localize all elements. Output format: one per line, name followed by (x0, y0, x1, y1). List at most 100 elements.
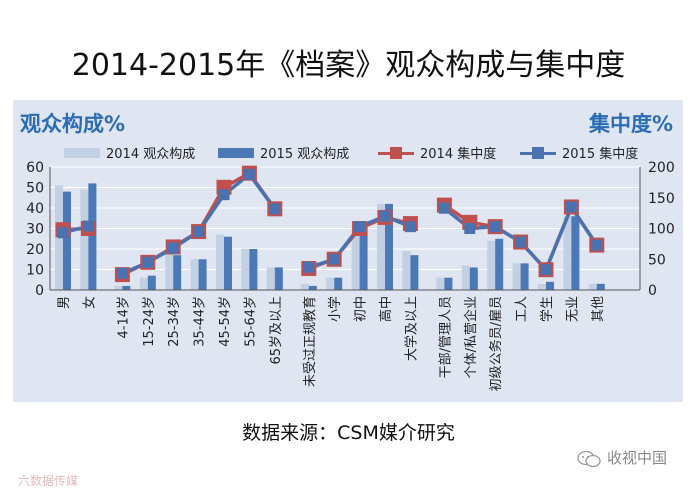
point-marker (328, 253, 340, 265)
y-right-tick-label: 100 (648, 222, 675, 238)
bar (377, 203, 385, 290)
bar (563, 216, 572, 290)
legend-label: 2015 观众构成 (260, 147, 350, 162)
y-left-tick-label: 50 (26, 181, 44, 197)
bar (588, 283, 597, 290)
left-axis-title: 观众构成% (20, 112, 126, 136)
legend-label: 2014 观众构成 (106, 147, 196, 162)
bar (224, 236, 232, 290)
y-left-tick-label: 60 (26, 160, 44, 176)
bar (538, 283, 546, 290)
source-note: 数据来源：CSM媒介研究 (242, 422, 455, 444)
bar (300, 283, 309, 290)
bar (266, 267, 275, 290)
x-tick-label: 女 (81, 296, 97, 309)
bar (436, 277, 445, 290)
point-marker (489, 221, 501, 233)
x-tick-label: 小学 (327, 296, 343, 322)
bar (546, 281, 554, 290)
bar (173, 255, 182, 290)
bar (402, 251, 411, 290)
bar (596, 283, 605, 290)
x-tick-label: 35-44岁 (193, 296, 208, 347)
point-marker (116, 267, 128, 279)
bar (351, 226, 360, 290)
bar (334, 277, 343, 290)
bar (190, 259, 199, 290)
x-tick-label: 大学及以上 (403, 296, 419, 361)
x-tick-label: 高中 (378, 296, 394, 322)
bar (63, 191, 71, 290)
y-left-tick-label: 20 (26, 242, 44, 258)
point-marker (193, 226, 205, 238)
bar (469, 267, 478, 290)
bar (308, 285, 317, 290)
bar (461, 265, 470, 290)
bar (487, 240, 496, 290)
point-marker (379, 210, 391, 222)
legend-item-2014-share: 2014 观众构成 (64, 143, 195, 162)
legend-swatch (64, 147, 100, 158)
legend-item-2014-concentration: 2014 集中度 (378, 143, 496, 162)
point-marker (269, 203, 281, 215)
bar (139, 277, 148, 290)
legend-item-2015-share: 2015 观众构成 (218, 143, 349, 162)
bar (241, 249, 250, 290)
wechat-icon (577, 450, 601, 467)
bar (147, 275, 156, 290)
x-tick-label: 无业 (565, 296, 580, 322)
point-marker (438, 202, 450, 214)
point-marker (142, 256, 154, 268)
point-marker (167, 242, 179, 254)
bar (571, 216, 580, 290)
bar (216, 234, 224, 290)
y-right-tick-label: 200 (648, 160, 675, 176)
page-title: 2014-2015年《档案》观众构成与集中度 (71, 48, 626, 83)
bar (495, 238, 504, 290)
brand-text: 收视中国 (606, 449, 667, 467)
bar (249, 249, 258, 290)
bar (114, 285, 123, 290)
legend-label: 2015 集中度 (562, 147, 639, 162)
x-tick-label: 45-54岁 (218, 296, 233, 347)
x-tick-label: 55-64岁 (243, 296, 258, 347)
y-right-tick-label: 0 (648, 283, 657, 299)
y-right-tick-label: 150 (648, 191, 675, 207)
bar (326, 277, 335, 290)
legend-item-2015-concentration: 2015 集中度 (520, 143, 638, 162)
bar (88, 183, 97, 290)
y-left-tick-label: 0 (35, 283, 44, 299)
point-marker (303, 261, 315, 273)
point-marker (591, 239, 603, 251)
point-marker (404, 221, 416, 233)
legend-label: 2014 集中度 (420, 147, 497, 162)
legend-swatch (218, 147, 254, 158)
point-marker (82, 220, 94, 232)
point-marker (57, 227, 69, 239)
x-tick-label: 干部/管理人员 (438, 296, 453, 378)
bar (122, 285, 131, 290)
x-tick-label: 未受过正规教育 (302, 296, 318, 387)
x-tick-label: 65岁及以上 (269, 296, 284, 365)
x-tick-label: 初中 (354, 296, 369, 322)
y-right-tick-label: 50 (648, 252, 666, 268)
bar (410, 255, 419, 290)
y-left-tick-label: 30 (26, 222, 44, 238)
legend-swatch (378, 146, 414, 160)
point-marker (354, 221, 366, 233)
point-marker (540, 264, 552, 276)
bar (274, 267, 283, 290)
bar (385, 203, 393, 290)
point-marker (464, 223, 476, 234)
x-tick-label: 男 (57, 296, 72, 309)
x-tick-label: 15-24岁 (142, 296, 157, 347)
y-left-tick-label: 40 (26, 201, 44, 217)
point-marker (565, 201, 577, 213)
x-tick-label: 工人 (515, 296, 530, 322)
bar (359, 226, 368, 290)
watermark: 六数据传媒 (18, 474, 79, 488)
bar (80, 189, 89, 290)
point-marker (515, 236, 527, 248)
x-tick-label: 初级公务员/雇员 (488, 296, 504, 391)
